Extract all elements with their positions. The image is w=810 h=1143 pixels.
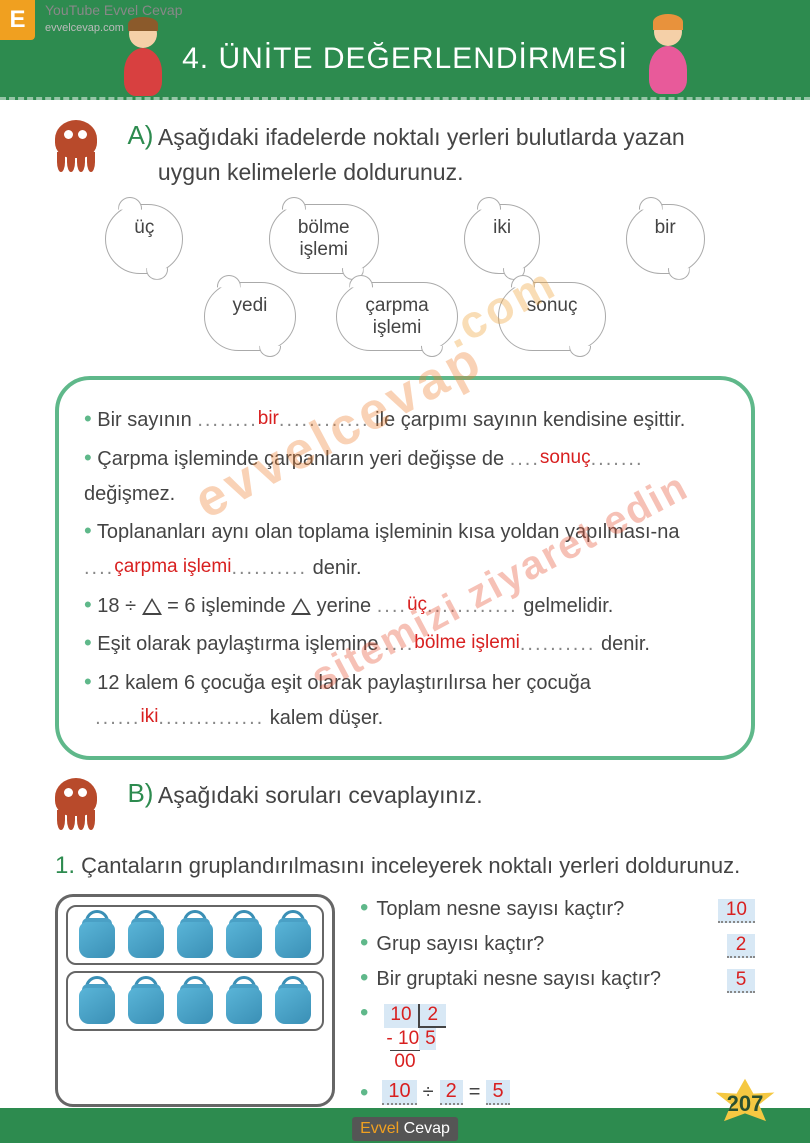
- rq-question: Toplam nesne sayısı kaçtır?: [376, 898, 717, 921]
- bag-group: [66, 971, 324, 1031]
- rq-answer: 2: [727, 934, 755, 958]
- bag-icon: [125, 912, 167, 958]
- div-remainder: 00: [384, 1051, 446, 1073]
- fill-post: denir.: [307, 557, 361, 579]
- section-a-header: A) Aşağıdaki ifadelerde noktalı yerleri …: [55, 120, 755, 189]
- rq-line: •Grup sayısı kaçtır?2: [360, 929, 755, 958]
- cloud-word: bir: [626, 204, 705, 274]
- fill-pre: Çarpma işleminde çarpanların yeri değişs…: [97, 448, 509, 470]
- bag-icon: [174, 912, 216, 958]
- fill-post: değişmez.: [84, 483, 175, 505]
- fill-post: kalem düşer.: [264, 707, 383, 729]
- division-work: • 10 2 - 10 5 00: [360, 999, 755, 1073]
- section-b-instruction: Aşağıdaki soruları cevaplayınız.: [158, 778, 658, 813]
- q1-text: Çantaların gruplandırılmasını inceleyere…: [81, 853, 740, 878]
- eq-b: 2: [440, 1080, 463, 1105]
- cloud-word: bölme işlemi: [269, 204, 379, 274]
- footer-brand: Evvel Cevap: [352, 1117, 458, 1141]
- equation-line: • 10 ÷ 2 = 5: [360, 1079, 755, 1107]
- fill-pre: Toplananları aynı olan toplama işleminin…: [97, 521, 680, 543]
- rq-line: •Bir gruptaki nesne sayısı kaçtır?5: [360, 964, 755, 993]
- rq-question: Grup sayısı kaçtır?: [376, 933, 727, 956]
- bag-icon: [76, 978, 118, 1024]
- fill-blanks-box: • Bir sayının ........bir............ il…: [55, 376, 755, 760]
- long-division: 10 2 - 10 5 00: [384, 1004, 446, 1073]
- fill-post: ile çarpımı sayının kendisine eşittir.: [370, 409, 686, 431]
- fill-post: gelmelidir.: [518, 595, 614, 617]
- div-quotient: 5: [419, 1028, 436, 1050]
- boy-character-icon: [115, 20, 170, 95]
- cloud-word: üç: [105, 204, 183, 274]
- fill-line: • Bir sayının ........bir............ il…: [84, 400, 726, 439]
- bag-icon: [272, 978, 314, 1024]
- fill-answer: bölme işlemi: [414, 632, 520, 653]
- question-1: 1. Çantaların gruplandırılmasını inceley…: [55, 848, 755, 884]
- eq-sign: =: [469, 1081, 481, 1104]
- fill-line: • 12 kalem 6 çocuğa eşit olarak paylaştı…: [84, 663, 726, 737]
- fill-post: denir.: [595, 633, 649, 655]
- eq-result: 5: [486, 1080, 509, 1105]
- bags-illustration: [55, 894, 335, 1107]
- bag-icon: [223, 912, 265, 958]
- fill-pre: Bir sayının: [97, 409, 197, 431]
- girl-character-icon: [640, 18, 695, 93]
- fill-line: • Çarpma işleminde çarpanların yeri deği…: [84, 439, 726, 513]
- rq-answer: 5: [727, 969, 755, 993]
- q1-subquestions: •Toplam nesne sayısı kaçtır?10 •Grup say…: [360, 894, 755, 1107]
- bag-icon: [125, 978, 167, 1024]
- octopus-icon: [55, 120, 115, 180]
- fill-answer: çarpma işlemi: [114, 556, 231, 577]
- div-sub: - 10: [384, 1028, 419, 1050]
- rq-question: Bir gruptaki nesne sayısı kaçtır?: [376, 968, 727, 991]
- section-b-label: B): [127, 778, 153, 809]
- page-content: A) Aşağıdaki ifadelerde noktalı yerleri …: [0, 100, 810, 1107]
- fill-pre: 12 kalem 6 çocuğa eşit olarak paylaştırı…: [97, 672, 591, 694]
- cloud-word: iki: [464, 204, 540, 274]
- footer-brand-1: Evvel: [360, 1120, 399, 1137]
- header-youtube-label: YouTube Evvel Cevap: [45, 2, 183, 18]
- header-site-label: evvelcevap.com: [45, 22, 124, 34]
- fill-answer: iki: [140, 706, 158, 727]
- bag-icon: [272, 912, 314, 958]
- fill-line: • Eşit olarak paylaştırma işlemine ....b…: [84, 624, 726, 663]
- rq-line: •Toplam nesne sayısı kaçtır?10: [360, 894, 755, 923]
- div-dividend: 10: [384, 1004, 419, 1028]
- footer-brand-2: Cevap: [399, 1120, 450, 1137]
- fill-answer: bir: [258, 408, 279, 429]
- bag-group: [66, 905, 324, 965]
- page-header: E YouTube Evvel Cevap evvelcevap.com 4. …: [0, 0, 810, 100]
- word-clouds-row2: yedi çarpma işlemi sonuç: [55, 282, 755, 352]
- eq-a: 10: [382, 1080, 416, 1105]
- word-clouds: üç bölme işlemi iki bir: [55, 204, 755, 274]
- fill-answer: sonuç: [540, 447, 591, 468]
- cloud-word: yedi: [204, 282, 297, 352]
- rq-answer: 10: [718, 899, 755, 923]
- q1-content-row: •Toplam nesne sayısı kaçtır?10 •Grup say…: [55, 894, 755, 1107]
- bag-icon: [223, 978, 265, 1024]
- brand-badge: E: [0, 0, 35, 40]
- eq-op: ÷: [423, 1081, 434, 1104]
- fill-line: • 18 ÷ = 6 işleminde yerine ....üç......…: [84, 586, 726, 625]
- cloud-word: sonuç: [498, 282, 607, 352]
- fill-answer: üç: [407, 594, 427, 615]
- fill-pre: Eşit olarak paylaştırma işlemine: [97, 633, 384, 655]
- div-divisor: 2: [420, 1004, 447, 1028]
- cloud-word: çarpma işlemi: [336, 282, 457, 352]
- section-a-label: A): [127, 120, 153, 151]
- bag-icon: [174, 978, 216, 1024]
- octopus-icon: [55, 778, 115, 838]
- section-b-header: B) Aşağıdaki soruları cevaplayınız.: [55, 778, 755, 838]
- fill-line: • Toplananları aynı olan toplama işlemin…: [84, 512, 726, 586]
- q1-number: 1.: [55, 852, 75, 879]
- bag-icon: [76, 912, 118, 958]
- section-a-instruction: Aşağıdaki ifadelerde noktalı yerleri bul…: [158, 120, 718, 189]
